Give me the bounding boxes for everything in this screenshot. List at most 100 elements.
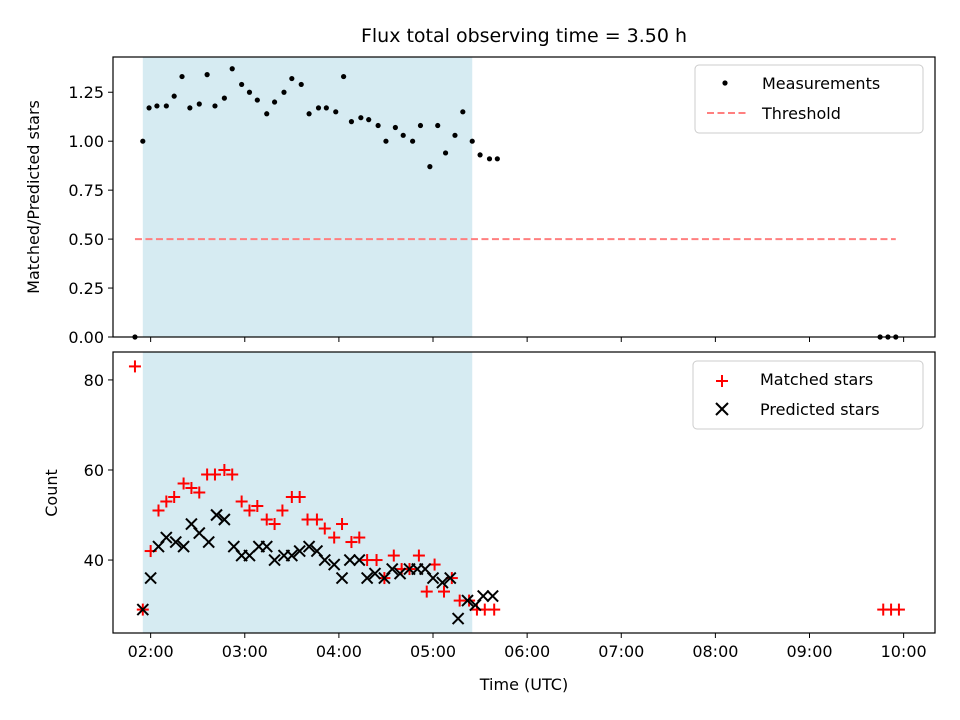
measurement-point — [375, 122, 381, 129]
measurement-point — [340, 73, 347, 80]
legend-threshold-label: Threshold — [761, 104, 841, 123]
top-highlight-span — [142, 57, 473, 337]
measurement-point — [179, 73, 185, 80]
matched-star-point — [128, 360, 141, 373]
predicted-star-point — [260, 540, 273, 553]
predicted-star-point — [368, 567, 382, 580]
legend-predicted-marker — [715, 402, 729, 416]
legend-matched-label: Matched stars — [760, 370, 873, 389]
x-tick-label: 06:00 — [504, 642, 550, 661]
measurement-point — [196, 101, 202, 107]
top-y-axis-label: Matched/Predicted stars — [24, 100, 43, 294]
measurement-point — [494, 156, 500, 162]
predicted-star-point — [268, 553, 281, 567]
predicted-star-point — [144, 571, 157, 585]
matched-star-point — [168, 491, 181, 504]
matched-star-point — [152, 504, 165, 517]
matched-star-point — [218, 463, 231, 476]
measurement-point — [435, 122, 441, 129]
measurement-point — [229, 66, 235, 72]
matched-star-point — [251, 500, 264, 513]
matched-star-point — [412, 549, 425, 562]
top-y-tick-label: 0.25 — [68, 279, 104, 298]
predicted-star-point — [327, 558, 341, 571]
matched-star-point — [370, 554, 383, 567]
legend-measurements-marker — [722, 80, 728, 86]
predicted-star-point — [136, 603, 150, 616]
bottom-panel: 02:00 03:00 04:00 05:00 06:00 07:00 08:00 09:00… — [42, 351, 936, 661]
measurement-point — [333, 109, 339, 115]
measurement-point — [246, 89, 253, 95]
top-legend-box — [694, 64, 924, 134]
x-tick-label: 09:00 — [786, 642, 832, 661]
measurement-point — [254, 97, 260, 103]
matched-star-point — [488, 603, 501, 616]
measurement-point — [366, 117, 372, 123]
predicted-star-point — [160, 531, 173, 544]
predicted-star-point — [343, 553, 357, 567]
measurement-point — [140, 138, 146, 144]
predicted-star-point — [243, 549, 256, 562]
top-y-tick-label: 0.00 — [68, 328, 104, 347]
x-tick-label: 07:00 — [598, 642, 644, 661]
predicted-star-point — [335, 571, 349, 585]
matched-star-point — [892, 603, 905, 616]
x-tick-label: 04:00 — [316, 642, 362, 661]
matched-star-point — [260, 513, 273, 526]
measurement-point — [427, 164, 433, 170]
predicted-star-point — [193, 526, 206, 540]
measurement-point — [392, 124, 398, 131]
matched-star-point — [235, 495, 248, 508]
matched-star-point — [345, 536, 358, 549]
predicted-star-point — [444, 571, 457, 585]
measurement-point — [221, 95, 227, 101]
matched-star-point — [463, 594, 476, 607]
top-y-tick-label: 0.50 — [68, 230, 104, 249]
predicted-star-point — [169, 535, 182, 549]
predicted-star-point — [210, 508, 223, 522]
bottom-legend: Matched stars Predicted stars — [692, 360, 924, 430]
bottom-legend-box — [692, 360, 924, 430]
measurement-point — [146, 105, 152, 111]
predicted-star-point — [318, 553, 331, 567]
bottom-y-tick-label: 80 — [84, 371, 104, 390]
measurement-point — [400, 132, 406, 138]
matched-star-point — [268, 518, 281, 531]
predicted-star-point — [177, 540, 190, 553]
matched-star-point — [310, 513, 323, 526]
measurement-point — [264, 111, 270, 117]
matched-star-point — [293, 491, 306, 504]
top-y-tick-label: 1.25 — [68, 83, 104, 102]
measurement-point — [212, 103, 218, 109]
matched-star-point — [208, 468, 221, 481]
x-tick-label: 02:00 — [128, 642, 174, 661]
predicted-star-point — [386, 562, 399, 576]
measurement-point — [171, 93, 177, 99]
predicted-star-point — [426, 571, 440, 585]
legend-measurements-label: Measurements — [762, 74, 880, 93]
measurement-point — [477, 152, 483, 158]
top-y-tick-label: 1.00 — [68, 132, 104, 151]
legend-predicted-label: Predicted stars — [760, 400, 880, 419]
measurement-point — [383, 138, 389, 144]
measurement-point — [204, 72, 210, 78]
measurement-point — [469, 138, 475, 144]
matched-star-point — [193, 486, 206, 499]
top-legend: Measurements Threshold — [694, 64, 924, 134]
top-y-tick-label: 0.75 — [68, 181, 104, 200]
predicted-star-point — [486, 589, 499, 603]
measurement-point — [460, 109, 466, 115]
matched-star-point — [226, 468, 239, 481]
matched-star-point — [185, 481, 198, 494]
measurement-point — [187, 105, 193, 111]
matched-star-point — [387, 549, 400, 562]
measurement-point — [239, 81, 245, 88]
measurement-point — [163, 103, 169, 109]
x-tick-label: 10:00 — [881, 642, 927, 661]
predicted-star-point — [353, 553, 366, 567]
predicted-star-point — [218, 513, 231, 526]
legend-matched-marker — [716, 375, 728, 387]
predicted-star-point — [451, 612, 465, 625]
bottom-y-axis-label: Count — [42, 469, 61, 517]
